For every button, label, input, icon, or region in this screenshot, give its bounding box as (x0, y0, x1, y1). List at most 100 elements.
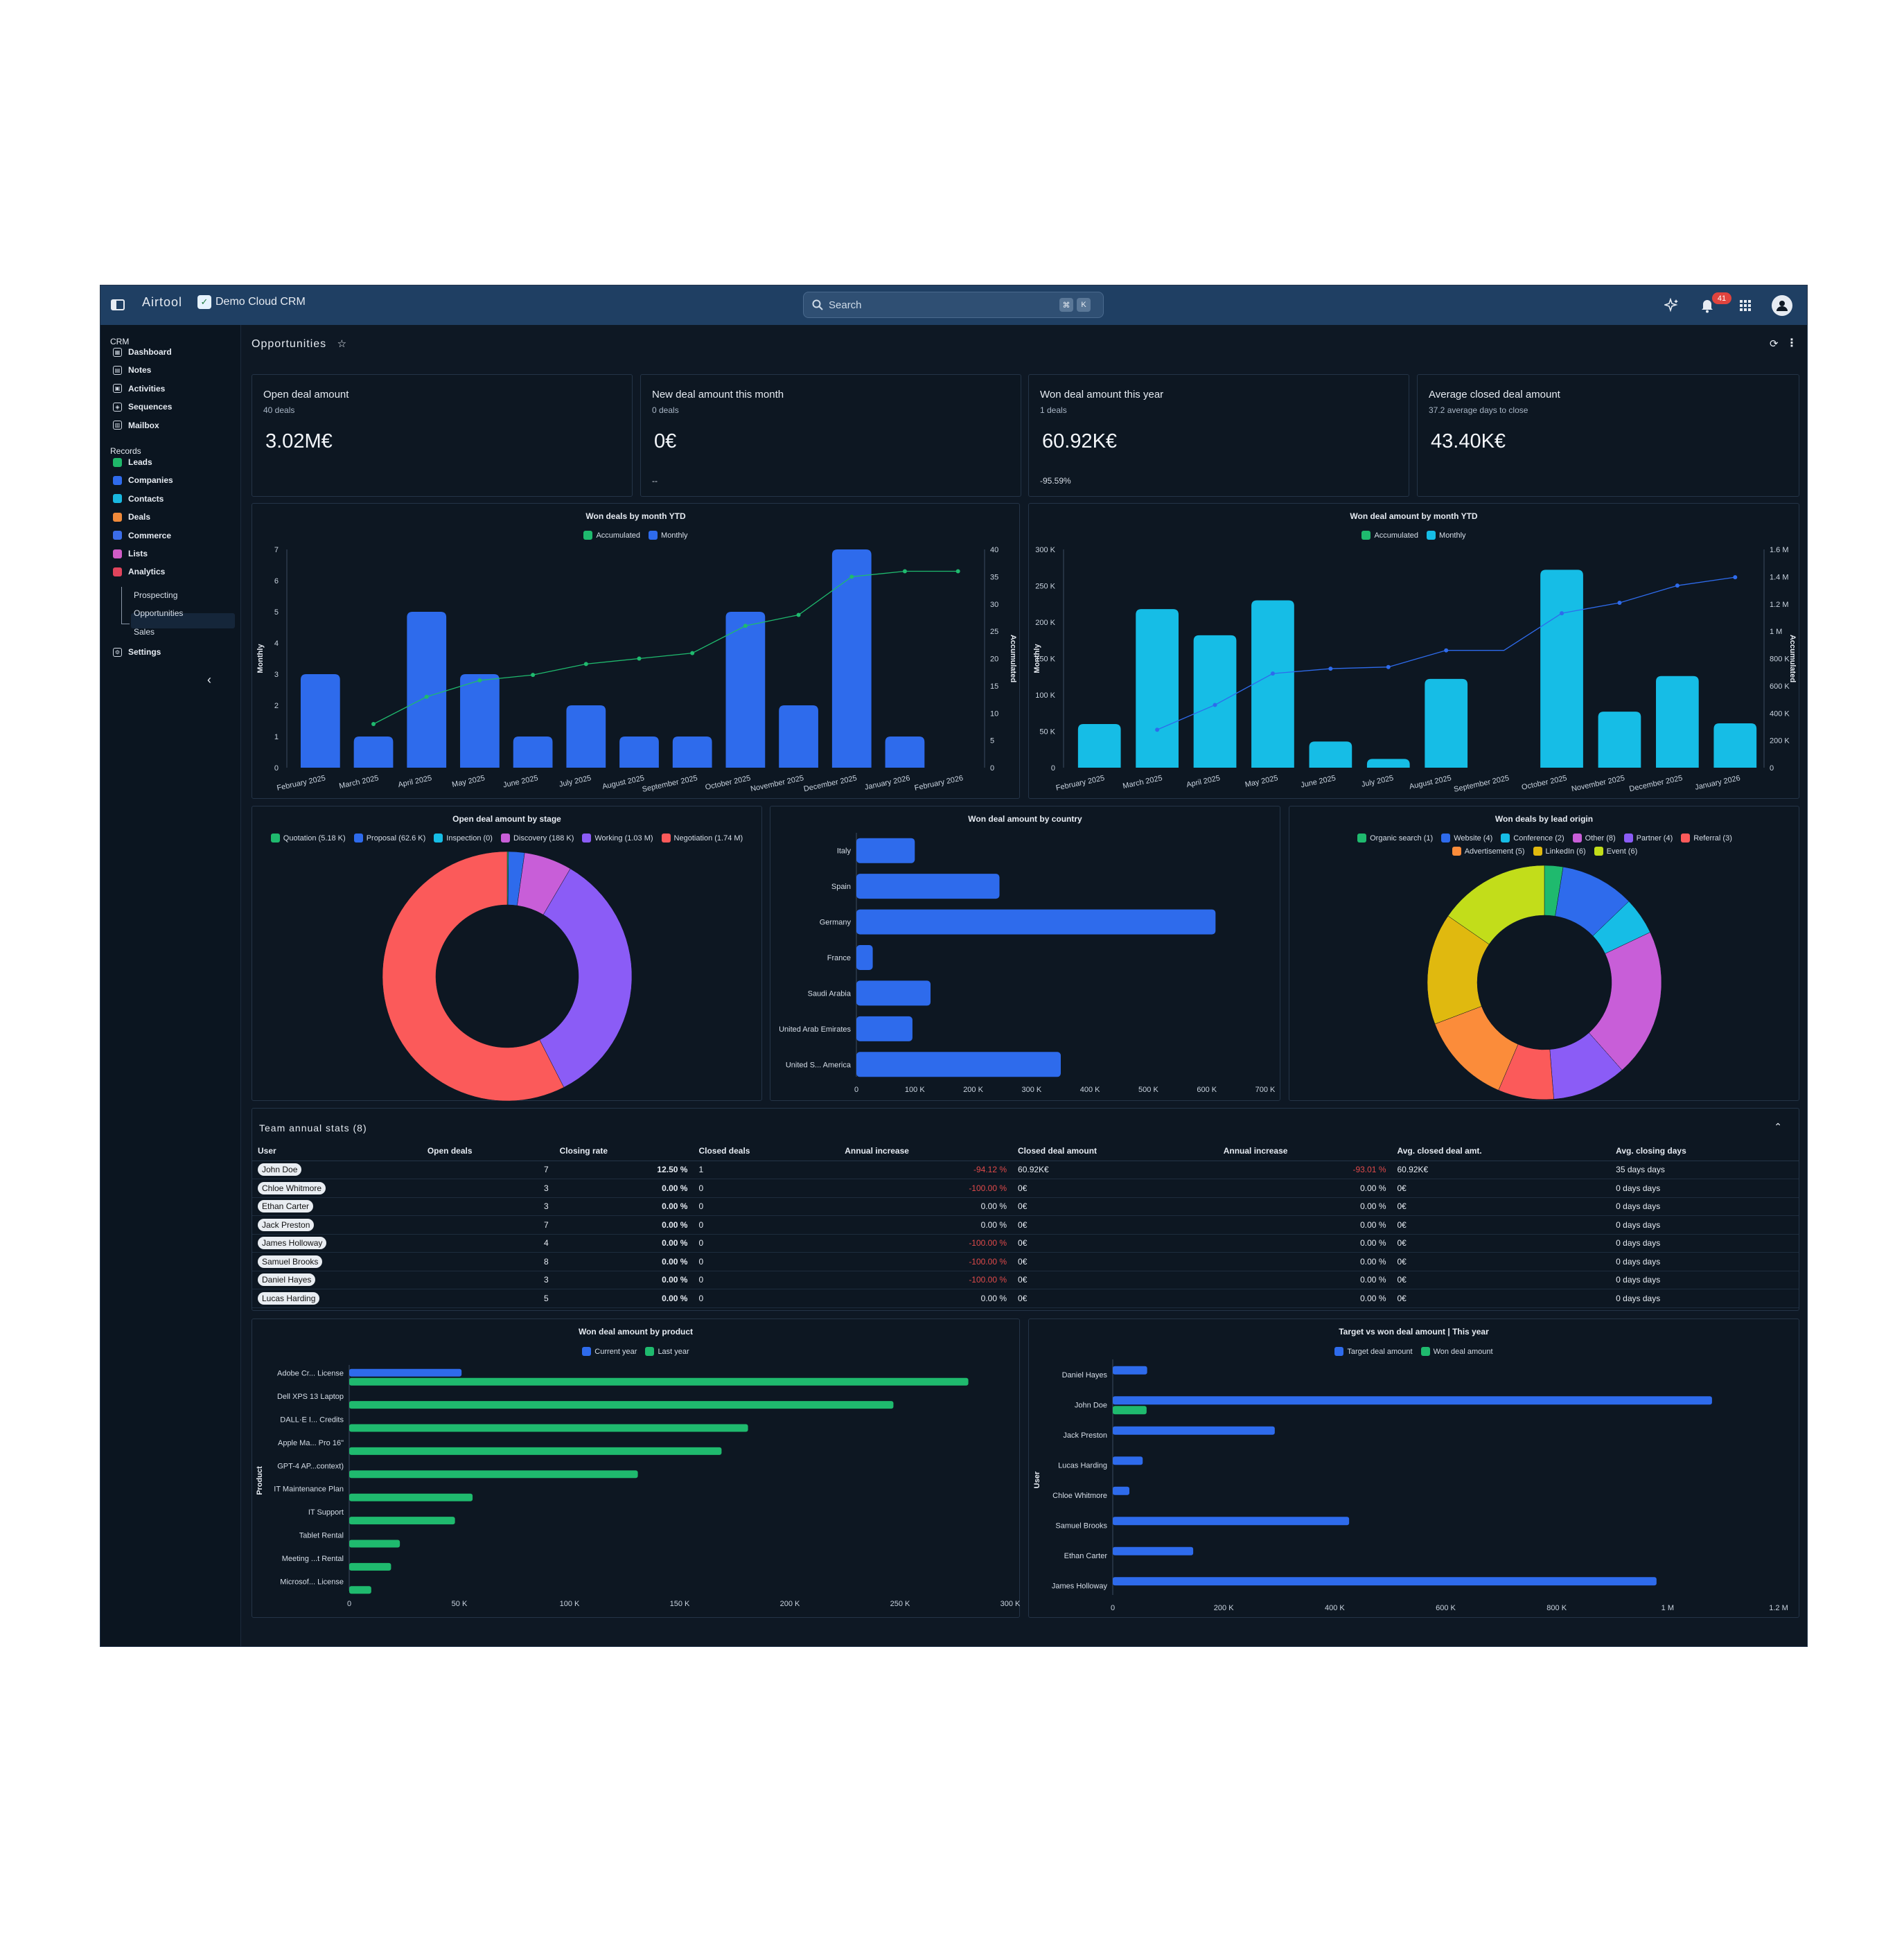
table-row[interactable]: Jack Preston 7 0.00 % 0 0.00 % 0€ 0.00 % 0€ 0 da… (252, 1215, 1799, 1235)
column-header-closed-deal-amount[interactable]: Closed deal amount (1012, 1142, 1218, 1161)
bar-jack-preston-target-deal-amount[interactable] (1113, 1426, 1275, 1435)
slice-event[interactable] (1447, 865, 1545, 945)
bar-samuel-brooks-target-deal-amount[interactable] (1113, 1517, 1350, 1526)
sidebar-item-notes[interactable]: ▤ Notes (113, 362, 151, 378)
sidebar-item-commerce[interactable]: Commerce (113, 528, 171, 543)
bar-adobe-cr-license-current-year[interactable] (349, 1368, 462, 1377)
accumulated-point[interactable] (1733, 575, 1738, 580)
column-header-closed-deals[interactable]: Closed deals (693, 1142, 840, 1161)
bar-february-2025[interactable] (300, 674, 340, 768)
accumulated-point[interactable] (1270, 671, 1275, 676)
legend-item[interactable]: Accumulated (1361, 531, 1418, 540)
table-row[interactable]: James Holloway 4 0.00 % 0 -100.00 % 0€ 0.00 % 0… (252, 1234, 1799, 1253)
accumulated-point[interactable] (1328, 667, 1333, 671)
bar-july-2025[interactable] (566, 705, 606, 768)
bar-dall-e-i-credits-last-year[interactable] (349, 1424, 748, 1432)
bar-it-maintenance-plan-last-year[interactable] (349, 1493, 473, 1501)
ai-sparkle-icon[interactable] (1664, 297, 1680, 314)
slice-working[interactable] (539, 868, 633, 1088)
legend-item[interactable]: Advertisement (5) (1452, 847, 1525, 856)
bar-march-2025[interactable] (1136, 609, 1179, 768)
sidebar-item-companies[interactable]: Companies (113, 473, 173, 488)
bar-may-2025[interactable] (460, 674, 500, 768)
legend-item[interactable]: Organic search (1) (1357, 834, 1433, 843)
bar-ethan-carter-target-deal-amount[interactable] (1113, 1546, 1194, 1555)
bar-john-doe-won-deal-amount[interactable] (1113, 1406, 1147, 1415)
apps-grid-icon[interactable] (1738, 299, 1752, 312)
legend-item[interactable]: Target deal amount (1334, 1347, 1413, 1356)
legend-item[interactable]: Other (8) (1572, 834, 1616, 843)
search-bar[interactable]: Search ⌘ K (803, 292, 1104, 318)
legend-item[interactable]: Discovery (188 K) (500, 834, 574, 843)
bar-december-2025[interactable] (1656, 676, 1699, 768)
bar-gpt-4-ap-context-last-year[interactable] (349, 1470, 638, 1479)
legend-item[interactable]: Accumulated (583, 531, 640, 540)
column-header-open-deals[interactable]: Open deals (421, 1142, 554, 1161)
column-header-closing-rate[interactable]: Closing rate (554, 1142, 694, 1161)
accumulated-point[interactable] (583, 662, 588, 667)
accumulated-point[interactable] (955, 569, 960, 574)
bar-united-arab-emirates[interactable] (856, 1016, 913, 1041)
bar-italy[interactable] (856, 838, 915, 863)
slice-negotiation[interactable] (382, 851, 565, 1102)
user-chip[interactable]: Daniel Hayes (258, 1273, 316, 1287)
table-row[interactable]: Daniel Hayes 3 0.00 % 0 -100.00 % 0€ 0.00 % 0€ 0… (252, 1271, 1799, 1289)
favorite-star-icon[interactable]: ☆ (337, 338, 348, 350)
accumulated-point[interactable] (424, 694, 429, 699)
table-row[interactable]: Lucas Harding 5 0.00 % 0 0.00 % 0€ 0.00 % 0€ 0 d… (252, 1289, 1799, 1308)
bar-october-2025[interactable] (725, 612, 766, 768)
accumulated-point[interactable] (1617, 600, 1622, 605)
sidebar-subitem-prospecting[interactable]: Prospecting (134, 590, 178, 600)
table-row[interactable]: Chloe Whitmore 3 0.00 % 0 -100.00 % 0€ 0.00 % 0… (252, 1179, 1799, 1198)
sidebar-item-sequences[interactable]: ◈ Sequences (113, 399, 172, 414)
bar-april-2025[interactable] (1193, 635, 1237, 768)
accumulated-point[interactable] (849, 574, 854, 579)
bar-france[interactable] (856, 945, 873, 970)
legend-item[interactable]: Inspection (0) (434, 834, 493, 843)
bar-tablet-rental-last-year[interactable] (349, 1540, 400, 1548)
accumulated-point[interactable] (796, 612, 801, 617)
bar-may-2025[interactable] (1251, 600, 1294, 768)
sidebar-item-dashboard[interactable]: ▦ Dashboard (113, 344, 172, 360)
notifications-bell-icon[interactable] (1699, 297, 1716, 314)
user-chip[interactable]: Lucas Harding (258, 1291, 320, 1305)
user-chip[interactable]: Chloe Whitmore (258, 1181, 326, 1194)
user-chip[interactable]: John Doe (258, 1163, 302, 1176)
sidebar-item-analytics[interactable]: Analytics (113, 564, 165, 579)
sidebar-item-settings[interactable]: ⚙ Settings (113, 644, 161, 660)
bar-june-2025[interactable] (513, 737, 553, 768)
sidebar-subitem-sales[interactable]: Sales (134, 626, 155, 637)
accumulated-point[interactable] (1675, 583, 1680, 588)
bar-germany[interactable] (856, 909, 1216, 935)
accumulated-point[interactable] (902, 569, 907, 574)
bar-february-2025[interactable] (1077, 724, 1121, 768)
bar-james-holloway-target-deal-amount[interactable] (1113, 1577, 1657, 1586)
bar-it-support-last-year[interactable] (349, 1517, 455, 1525)
accumulated-point[interactable] (637, 656, 642, 661)
bar-november-2025[interactable] (1598, 712, 1641, 768)
legend-item[interactable]: Proposal (62.6 K) (353, 834, 425, 843)
legend-item[interactable]: Conference (2) (1501, 834, 1564, 843)
sidebar-item-leads[interactable]: Leads (113, 455, 152, 470)
bar-march-2025[interactable] (353, 737, 394, 768)
more-options-icon[interactable]: ⋮ (1786, 337, 1797, 349)
sidebar-item-deals[interactable]: Deals (113, 509, 150, 524)
legend-item[interactable]: Quotation (5.18 K) (270, 834, 346, 843)
accumulated-point[interactable] (1444, 648, 1449, 653)
bar-apple-ma-pro-16-last-year[interactable] (349, 1447, 722, 1455)
accumulated-point[interactable] (1386, 664, 1391, 669)
bar-spain[interactable] (856, 874, 1000, 899)
bar-april-2025[interactable] (407, 612, 447, 768)
column-header-annual-increase[interactable]: Annual increase (839, 1142, 1013, 1161)
bar-august-2025[interactable] (619, 737, 659, 768)
table-row[interactable]: Ethan Carter 3 0.00 % 0 0.00 % 0€ 0.00 % 0€ 0 da… (252, 1197, 1799, 1216)
bar-adobe-cr-license-last-year[interactable] (349, 1377, 969, 1386)
bar-microsof-license-last-year[interactable] (349, 1586, 371, 1594)
sidebar-item-lists[interactable]: Lists (113, 546, 148, 561)
user-avatar[interactable] (1772, 295, 1792, 316)
column-header-avg-closed-deal-amt[interactable]: Avg. closed deal amt. (1391, 1142, 1611, 1161)
bar-john-doe-target-deal-amount[interactable] (1113, 1396, 1712, 1405)
bar-december-2025[interactable] (831, 549, 872, 768)
bar-meeting-t-rental-last-year[interactable] (349, 1562, 391, 1571)
bar-november-2025[interactable] (779, 705, 818, 768)
